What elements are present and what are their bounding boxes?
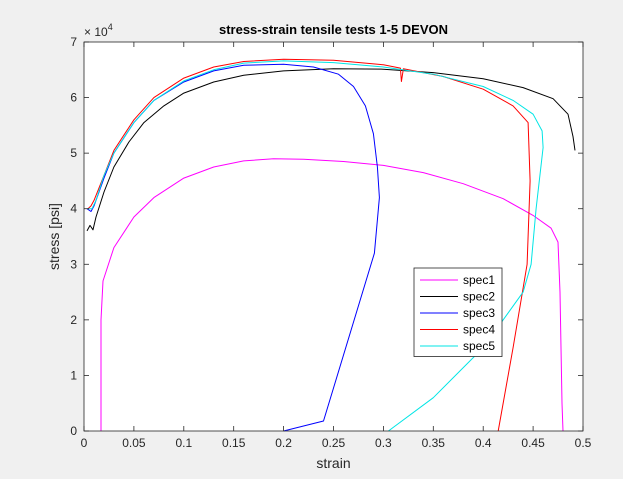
series-line-spec3 [86, 63, 380, 432]
legend-label-spec1: spec1 [463, 273, 495, 287]
x-tick-label: 0 [81, 436, 88, 450]
plot-area [84, 42, 583, 431]
legend-label-spec2: spec2 [463, 290, 495, 304]
x-tick-label: 0.3 [375, 436, 392, 450]
legend-label-spec3: spec3 [463, 306, 495, 320]
y-tick-label: 6 [70, 91, 77, 105]
series-line-spec2 [86, 68, 576, 232]
x-axis-label: strain [316, 455, 350, 471]
x-tick-label: 0.35 [422, 436, 446, 450]
series-line-spec1 [100, 158, 564, 432]
x-tick-label: 0.05 [122, 436, 146, 450]
chart-title: stress-strain tensile tests 1-5 DEVON [219, 22, 448, 37]
x-tick-label: 0.4 [475, 436, 492, 450]
y-tick-label: 5 [70, 146, 77, 160]
y-tick-label: 3 [70, 257, 77, 271]
series-line-spec5 [88, 60, 544, 432]
x-tick-label: 0.1 [175, 436, 192, 450]
y-axis-label: stress [psi] [46, 203, 62, 270]
legend: spec1 spec2 spec3 spec4 spec5 [413, 267, 503, 357]
x-tick-label: 0.5 [575, 436, 592, 450]
x-tick-label: 0.45 [521, 436, 545, 450]
legend-label-spec5: spec5 [463, 339, 495, 353]
series-line-spec4 [87, 58, 531, 432]
series-layer [86, 58, 576, 432]
y-tick-label: 0 [70, 424, 77, 438]
y-axis-exponent-power: 4 [108, 22, 113, 32]
legend-box [413, 267, 503, 357]
y-axis: 0 1 2 3 4 5 6 7 [70, 35, 583, 438]
legend-label-spec4: spec4 [463, 323, 495, 337]
y-tick-label: 2 [70, 313, 77, 327]
y-axis-exponent-base: × 10 [84, 25, 108, 39]
y-tick-label: 1 [70, 368, 77, 382]
x-tick-label: 0.15 [222, 436, 246, 450]
y-tick-label: 4 [70, 202, 77, 216]
x-tick-label: 0.2 [275, 436, 292, 450]
y-axis-exponent: × 104 [84, 22, 113, 39]
y-tick-label: 7 [70, 35, 77, 49]
x-axis: 0 0.05 0.1 0.15 0.2 0.25 0.3 0.35 0.4 0.45 0.5 [81, 42, 592, 450]
x-tick-label: 0.25 [322, 436, 346, 450]
